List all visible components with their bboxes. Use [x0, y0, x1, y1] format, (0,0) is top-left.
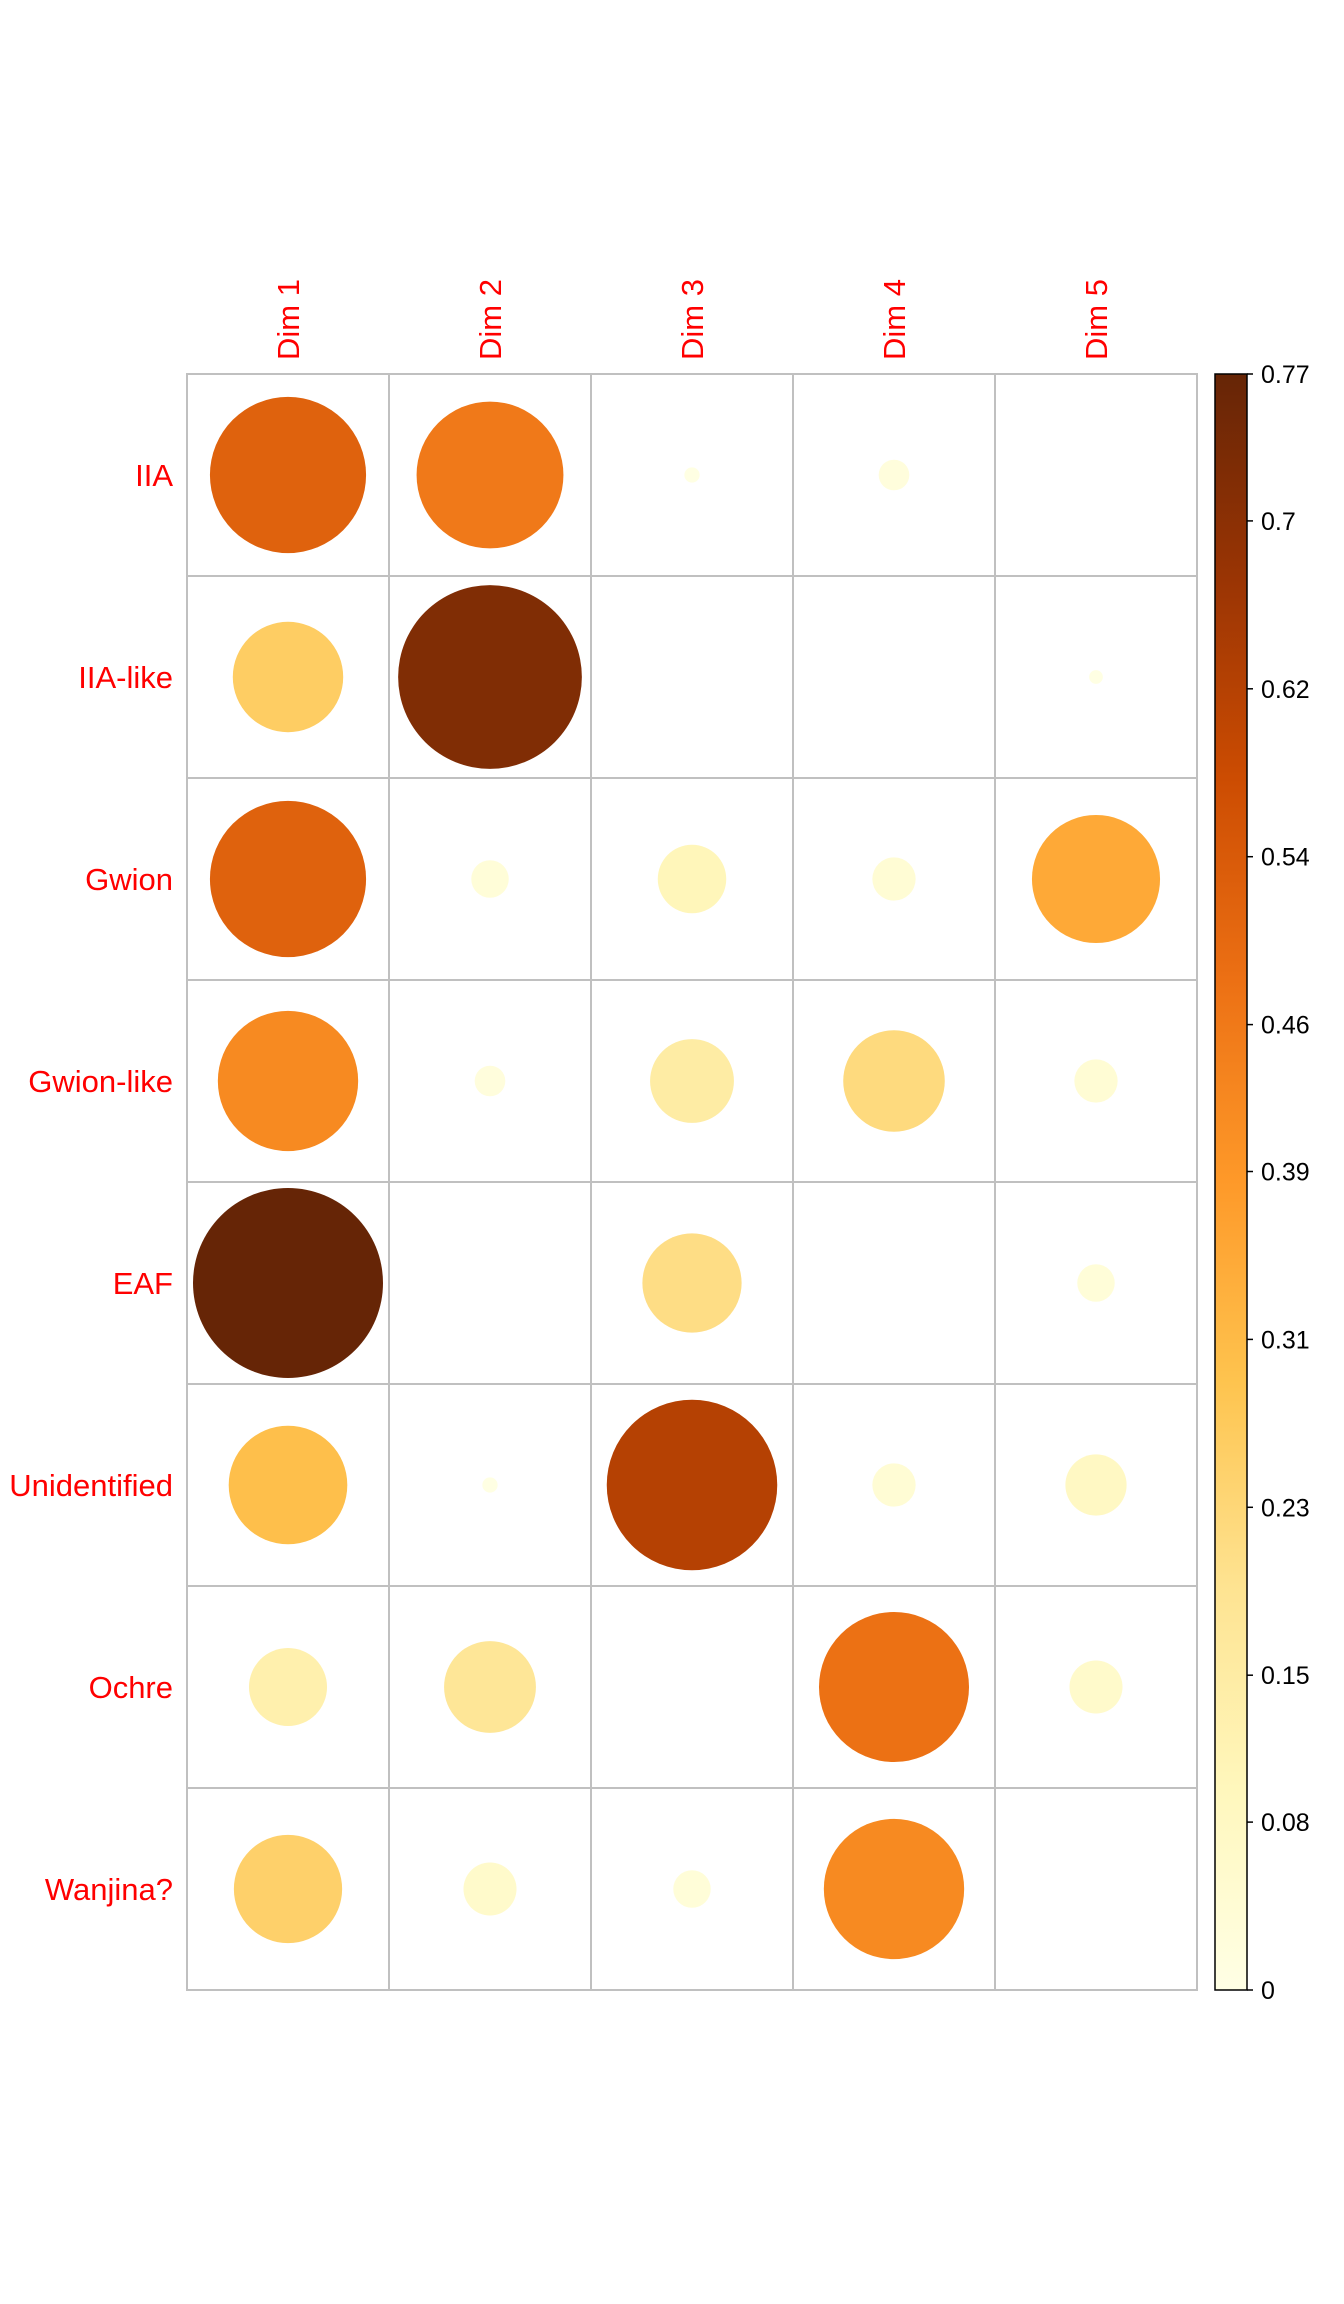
- column-label: Dim 4: [877, 279, 912, 360]
- colorbar-tick-label: 0.62: [1261, 676, 1310, 704]
- data-circle: [673, 1870, 711, 1908]
- data-circle: [1089, 670, 1103, 684]
- data-circle: [642, 1233, 742, 1333]
- data-circle: [823, 1818, 965, 1960]
- row-labels: IIA IIA-like Gwion Gwion-like EAF Unidentifie…: [9, 458, 173, 1907]
- grid-cell: [994, 373, 1198, 577]
- plot-circles: [193, 396, 1161, 1960]
- grid-cell: [388, 1181, 592, 1385]
- data-circle: [416, 401, 564, 549]
- data-circle: [818, 1611, 970, 1763]
- data-circle: [684, 467, 700, 483]
- colorbar-tick-label: 0.39: [1261, 1159, 1310, 1187]
- grid-cell: [590, 575, 794, 779]
- grid-cell: [590, 1585, 794, 1789]
- data-circle: [650, 1039, 734, 1123]
- column-label: Dim 1: [271, 279, 306, 360]
- data-circle: [482, 1477, 498, 1493]
- colorbar-tick-label: 0: [1261, 1977, 1275, 2005]
- data-circle: [463, 1862, 517, 1916]
- data-circle: [1031, 814, 1161, 944]
- data-circle: [872, 857, 916, 901]
- data-circle: [474, 1065, 506, 1097]
- row-label: Gwion-like: [28, 1064, 173, 1099]
- grid-cell: [388, 1383, 592, 1587]
- data-circle: [1077, 1264, 1115, 1302]
- data-circle: [398, 585, 582, 769]
- plot-cells: [186, 373, 1198, 1991]
- colorbar-tick-label: 0.08: [1261, 1809, 1310, 1837]
- data-circle: [233, 1834, 343, 1944]
- column-label: Dim 3: [675, 279, 710, 360]
- row-label: IIA-like: [78, 660, 173, 695]
- colorbar-tick-label: 0.7: [1261, 508, 1296, 536]
- row-label: EAF: [113, 1266, 173, 1301]
- data-circle: [1065, 1454, 1127, 1516]
- grid-cell: [388, 979, 592, 1183]
- data-circle: [843, 1030, 945, 1132]
- row-label: Unidentified: [9, 1468, 173, 1503]
- data-circle: [232, 621, 344, 733]
- colorbar-tick-label: 0.54: [1261, 844, 1310, 872]
- data-circle: [872, 1463, 916, 1507]
- data-circle: [193, 1188, 383, 1378]
- column-label: Dim 2: [473, 279, 508, 360]
- column-label: Dim 5: [1079, 279, 1114, 360]
- data-circle: [657, 844, 727, 914]
- data-circle: [217, 1010, 359, 1152]
- colorbar-tick-label: 0.23: [1261, 1494, 1310, 1522]
- data-circle: [606, 1399, 778, 1571]
- colorbar-tick-label: 0.77: [1261, 361, 1310, 389]
- data-circle: [444, 1641, 536, 1733]
- color-legend: 0 0.08 0.15 0.23 0.31 0.39 0.46 0.54 0.62 0.7 0.77: [1214, 361, 1310, 2005]
- data-circle: [1074, 1059, 1118, 1103]
- data-circle: [471, 860, 509, 898]
- row-label: Wanjina?: [45, 1872, 173, 1907]
- grid-cell: [792, 1181, 996, 1385]
- data-circle: [209, 800, 367, 958]
- grid-cell: [792, 575, 996, 779]
- column-labels: Dim 1 Dim 2 Dim 3 Dim 4 Dim 5: [271, 279, 1114, 360]
- data-circle: [1069, 1660, 1123, 1714]
- colorbar-tick-label: 0.15: [1261, 1662, 1310, 1690]
- row-label: IIA: [135, 458, 173, 493]
- colorbar-tick-label: 0.31: [1261, 1326, 1310, 1354]
- colorbar-gradient: [1214, 373, 1248, 1991]
- data-circle: [228, 1425, 348, 1545]
- row-label: Ochre: [89, 1670, 173, 1705]
- colorbar-tick-label: 0.46: [1261, 1012, 1310, 1040]
- grid-cell: [994, 1787, 1198, 1991]
- data-circle: [248, 1647, 328, 1727]
- data-circle: [209, 396, 367, 554]
- data-circle: [878, 459, 910, 491]
- row-label: Gwion: [85, 862, 173, 897]
